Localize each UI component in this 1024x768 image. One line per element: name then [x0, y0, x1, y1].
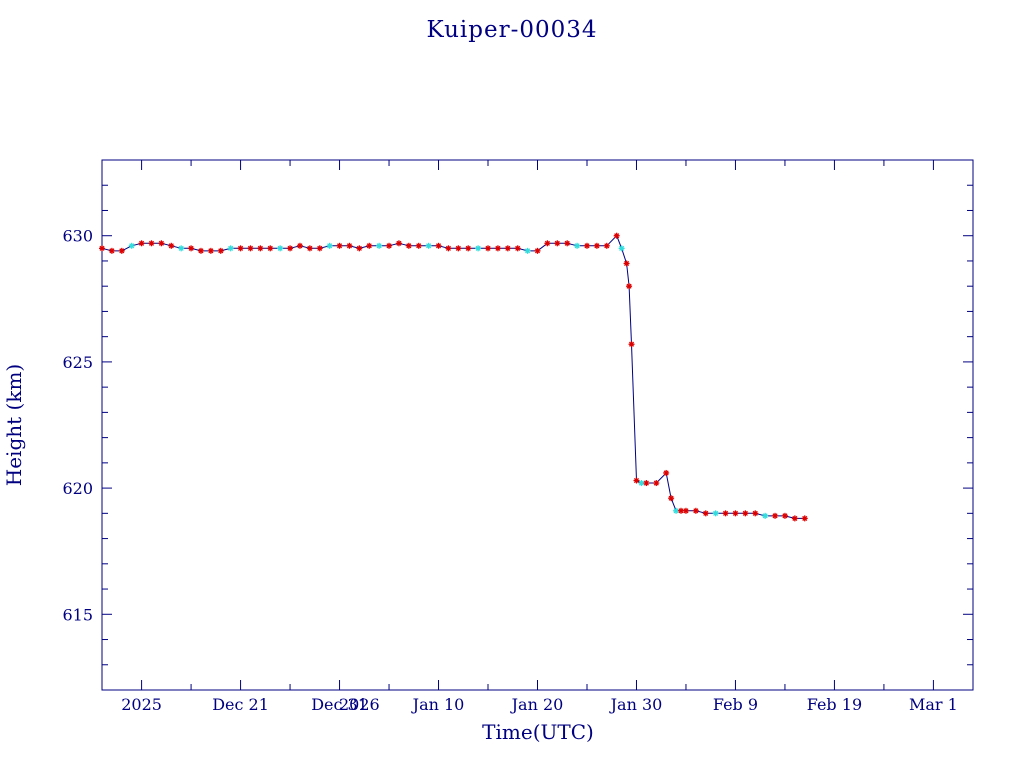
y-axis-label: Height (km) — [2, 364, 26, 486]
data-point — [237, 245, 244, 252]
data-point — [732, 510, 739, 517]
data-point — [626, 283, 633, 290]
data-point — [336, 242, 343, 249]
x-tick-label: Jan 10 — [411, 695, 465, 714]
data-point — [326, 242, 333, 249]
data-point — [415, 242, 422, 249]
data-point — [574, 242, 581, 249]
data-point — [544, 240, 551, 247]
data-point — [663, 469, 670, 476]
data-point — [99, 245, 105, 252]
data-point — [346, 242, 353, 249]
data-point — [668, 495, 675, 502]
data-point — [306, 245, 313, 252]
plot-frame — [101, 159, 974, 691]
data-point — [158, 240, 165, 247]
data-point — [128, 242, 135, 249]
data-point — [712, 510, 719, 517]
data-point — [593, 242, 600, 249]
data-point — [504, 245, 511, 252]
data-point — [168, 242, 175, 249]
data-point — [534, 247, 541, 254]
data-point — [376, 242, 383, 249]
data-point — [227, 245, 234, 252]
data-point — [514, 245, 521, 252]
data-point — [296, 242, 303, 249]
x-tick-label: Jan 30 — [609, 695, 663, 714]
data-point — [791, 515, 798, 522]
data-point — [217, 247, 224, 254]
data-point — [801, 515, 808, 522]
data-point — [618, 245, 625, 252]
data-point — [188, 245, 195, 252]
data-point — [494, 245, 501, 252]
data-point — [316, 245, 323, 252]
data-point — [108, 247, 115, 254]
series-line — [101, 234, 805, 519]
x-tick-label: 2025 — [121, 695, 162, 714]
data-point — [554, 240, 561, 247]
data-point — [445, 245, 452, 252]
data-point — [267, 245, 274, 252]
data-point — [781, 512, 788, 519]
data-point — [628, 341, 635, 348]
x-axis-label: Time(UTC) — [482, 720, 594, 744]
x-tick-label: Mar 1 — [909, 695, 958, 714]
chart-title: Kuiper-00034 — [426, 17, 597, 43]
data-point — [583, 242, 590, 249]
data-point — [653, 480, 660, 487]
data-point — [178, 245, 185, 252]
data-point — [772, 512, 779, 519]
x-tick-label: Feb 19 — [807, 695, 862, 714]
data-point — [386, 242, 393, 249]
data-point — [197, 247, 204, 254]
data-point — [118, 247, 125, 254]
data-point — [702, 510, 709, 517]
data-point — [207, 247, 214, 254]
data-point — [138, 240, 145, 247]
x-tick-label: 2026 — [339, 695, 380, 714]
data-point — [465, 245, 472, 252]
y-tick-label: 630 — [62, 227, 93, 246]
data-point — [682, 507, 689, 514]
data-point — [395, 240, 402, 247]
x-tick-label: Feb 9 — [713, 695, 758, 714]
data-point — [524, 247, 531, 254]
data-point — [613, 232, 620, 239]
data-point — [287, 245, 294, 252]
data-point — [633, 477, 640, 484]
data-point — [564, 240, 571, 247]
data-point — [148, 240, 155, 247]
data-point — [405, 242, 412, 249]
x-tick-label: Dec 21 — [212, 695, 269, 714]
data-point — [257, 245, 264, 252]
y-tick-label: 620 — [62, 479, 93, 498]
data-point — [722, 510, 729, 517]
data-point — [692, 507, 699, 514]
data-point — [277, 245, 284, 252]
data-point — [762, 512, 769, 519]
data-point — [603, 242, 610, 249]
y-tick-label: 615 — [62, 605, 93, 624]
x-tick-label: Jan 20 — [510, 695, 564, 714]
x-tick-label: Dec 31 — [311, 695, 368, 714]
data-point — [455, 245, 462, 252]
y-tick-label: 625 — [62, 353, 93, 372]
data-point — [356, 245, 363, 252]
data-point — [752, 510, 759, 517]
data-point — [425, 242, 432, 249]
data-point — [623, 260, 630, 267]
data-point — [742, 510, 749, 517]
data-point — [366, 242, 373, 249]
data-point — [475, 245, 482, 252]
data-point — [485, 245, 492, 252]
data-point — [247, 245, 254, 252]
data-point — [643, 480, 650, 487]
data-point — [435, 242, 442, 249]
